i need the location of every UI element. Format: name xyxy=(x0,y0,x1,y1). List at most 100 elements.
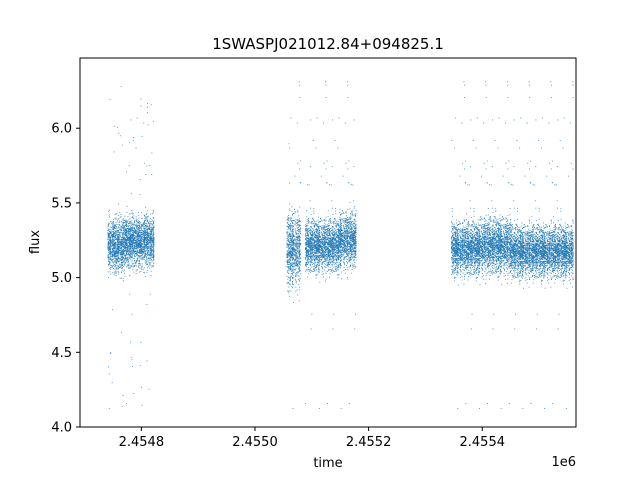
data-point xyxy=(123,261,125,263)
data-point xyxy=(295,239,297,241)
data-point xyxy=(115,261,117,263)
data-point xyxy=(149,240,151,241)
data-point xyxy=(126,233,127,235)
data-point xyxy=(149,242,151,244)
data-point xyxy=(123,222,124,224)
data-point xyxy=(290,227,292,229)
data-point xyxy=(128,265,130,267)
data-point xyxy=(122,227,124,229)
data-point xyxy=(123,225,125,227)
data-point xyxy=(306,266,307,268)
data-point xyxy=(295,281,297,282)
data-point xyxy=(152,253,154,254)
data-point xyxy=(293,244,295,246)
data-point xyxy=(123,227,125,229)
data-point xyxy=(134,251,135,253)
data-point xyxy=(113,255,115,257)
data-point xyxy=(292,266,294,268)
data-point xyxy=(313,269,315,271)
data-point xyxy=(122,245,124,246)
data-point xyxy=(132,228,134,229)
data-point xyxy=(148,254,150,256)
data-point xyxy=(118,264,120,266)
data-point xyxy=(133,393,135,394)
data-point xyxy=(295,243,297,245)
data-point xyxy=(291,210,293,212)
data-point xyxy=(289,283,291,285)
data-point xyxy=(299,220,301,222)
data-point xyxy=(293,258,294,260)
data-point xyxy=(148,247,150,249)
data-point xyxy=(138,267,140,269)
data-point xyxy=(287,236,289,238)
data-point xyxy=(125,243,126,245)
data-point xyxy=(291,251,293,253)
data-point xyxy=(136,244,138,246)
data-point xyxy=(290,233,292,235)
data-point xyxy=(136,238,138,240)
data-point xyxy=(119,237,121,239)
data-point xyxy=(293,261,295,263)
data-point xyxy=(290,236,292,238)
data-point xyxy=(308,250,310,252)
data-point xyxy=(117,255,119,257)
data-point xyxy=(289,253,291,255)
data-point xyxy=(310,252,312,254)
data-point xyxy=(311,222,313,224)
data-point xyxy=(300,160,302,162)
data-point xyxy=(299,254,301,256)
data-point xyxy=(317,219,319,221)
data-point xyxy=(133,232,135,234)
data-point xyxy=(128,251,130,253)
data-point xyxy=(146,245,147,246)
data-point xyxy=(299,268,301,270)
data-point xyxy=(290,259,292,261)
data-point xyxy=(111,231,113,232)
data-point xyxy=(126,171,127,173)
data-point xyxy=(130,232,131,234)
data-point xyxy=(312,235,314,237)
data-point xyxy=(121,267,122,269)
data-point xyxy=(134,250,135,252)
data-point xyxy=(121,239,123,240)
data-point xyxy=(132,232,133,233)
data-point xyxy=(147,230,149,232)
data-point xyxy=(107,232,109,234)
data-point xyxy=(116,242,118,244)
data-point xyxy=(132,245,134,247)
data-point xyxy=(297,219,299,221)
data-point xyxy=(126,243,127,244)
data-point xyxy=(148,258,150,260)
data-point xyxy=(141,237,143,239)
data-point xyxy=(132,235,134,237)
data-point xyxy=(310,263,311,265)
data-point xyxy=(128,237,130,239)
data-point xyxy=(112,234,114,236)
data-point xyxy=(127,247,129,249)
data-point xyxy=(128,229,129,231)
data-point xyxy=(135,253,137,255)
data-point xyxy=(312,234,314,236)
data-point xyxy=(134,244,135,246)
data-point xyxy=(132,242,134,244)
data-point xyxy=(127,220,129,222)
data-point xyxy=(141,250,143,252)
data-point xyxy=(316,227,318,229)
data-point xyxy=(114,263,116,265)
data-point xyxy=(318,268,320,270)
data-point xyxy=(126,248,128,250)
data-point xyxy=(128,248,130,250)
data-point xyxy=(130,254,132,256)
data-point xyxy=(113,237,115,239)
data-point xyxy=(128,221,130,222)
data-point xyxy=(130,233,132,235)
data-point xyxy=(135,230,136,231)
data-point xyxy=(117,260,119,262)
data-point xyxy=(121,252,123,254)
data-point xyxy=(300,227,301,229)
data-point xyxy=(126,239,127,241)
data-point xyxy=(314,231,316,233)
data-point xyxy=(129,227,131,229)
data-point xyxy=(135,235,137,237)
data-point xyxy=(310,233,312,235)
